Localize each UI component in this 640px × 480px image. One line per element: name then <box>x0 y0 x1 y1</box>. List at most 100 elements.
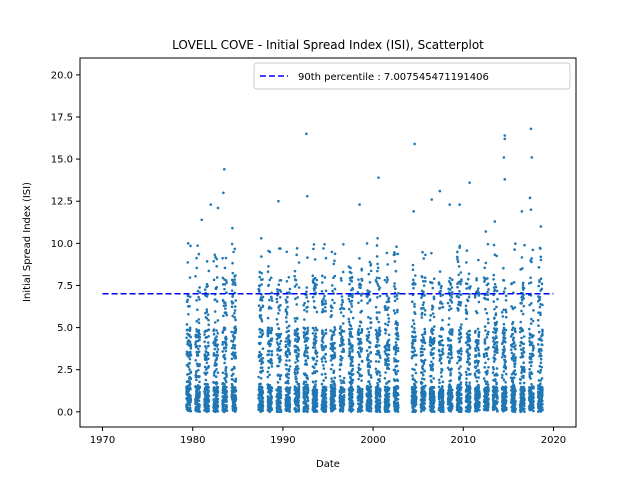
data-point <box>378 311 381 314</box>
data-point <box>278 377 282 381</box>
data-point <box>294 329 298 333</box>
data-point <box>349 342 352 345</box>
data-point <box>384 393 387 397</box>
data-point <box>503 361 507 364</box>
data-point <box>349 279 352 282</box>
data-point <box>332 382 336 386</box>
data-point <box>286 394 289 397</box>
data-point <box>259 331 262 334</box>
data-point <box>311 372 314 375</box>
data-point <box>285 396 289 400</box>
data-point <box>266 334 270 338</box>
data-point <box>313 346 317 349</box>
data-point <box>186 342 190 346</box>
data-point <box>501 408 505 411</box>
data-point <box>231 343 235 347</box>
data-point <box>232 345 235 349</box>
data-point <box>207 365 210 369</box>
data-point <box>233 312 236 315</box>
data-point <box>351 356 354 359</box>
data-point <box>295 380 298 383</box>
data-point <box>215 399 219 402</box>
data-point <box>504 294 508 298</box>
data-point <box>342 393 346 397</box>
data-point <box>504 298 508 302</box>
data-point <box>189 344 192 347</box>
data-point <box>449 332 452 335</box>
data-point <box>423 399 426 402</box>
data-point <box>304 359 308 362</box>
data-point <box>195 266 199 270</box>
data-point <box>459 282 462 286</box>
data-point <box>315 398 318 402</box>
data-point <box>320 281 324 284</box>
data-point <box>215 350 219 354</box>
data-point <box>502 338 505 342</box>
data-point <box>207 353 210 357</box>
data-point <box>347 371 351 374</box>
data-point <box>324 401 328 405</box>
data-point <box>492 378 495 382</box>
data-point <box>215 367 218 371</box>
data-point <box>394 395 398 399</box>
data-point <box>194 358 197 362</box>
data-point <box>331 298 334 302</box>
data-point <box>333 386 337 390</box>
data-point <box>502 370 506 373</box>
data-point <box>411 330 414 334</box>
data-point <box>420 316 424 319</box>
data-point <box>477 383 480 387</box>
data-point <box>455 402 459 406</box>
data-point <box>501 373 504 377</box>
data-point <box>224 367 228 370</box>
data-point <box>305 393 309 397</box>
data-point <box>232 335 235 338</box>
data-point <box>324 372 327 376</box>
data-point <box>288 353 292 356</box>
data-point <box>484 392 488 395</box>
data-point <box>487 365 490 369</box>
data-point <box>367 370 370 374</box>
data-point <box>279 358 282 362</box>
data-point <box>360 392 363 395</box>
data-point <box>458 349 461 352</box>
data-point <box>387 348 391 352</box>
data-point <box>259 306 263 310</box>
data-point <box>302 336 306 339</box>
data-point <box>441 405 445 409</box>
data-point <box>234 318 237 322</box>
data-point <box>504 310 508 314</box>
data-point <box>339 277 343 280</box>
data-point <box>495 341 499 344</box>
data-point <box>285 359 288 362</box>
data-point <box>320 289 324 293</box>
data-point <box>502 397 506 400</box>
data-point <box>467 354 471 357</box>
data-point <box>360 397 364 401</box>
data-point <box>223 283 227 286</box>
data-point <box>358 257 361 260</box>
data-point <box>203 371 206 375</box>
data-point <box>333 252 337 256</box>
data-point <box>196 383 200 387</box>
data-point <box>314 341 317 345</box>
data-point <box>468 363 471 366</box>
data-point <box>221 398 225 402</box>
data-point <box>459 392 463 396</box>
data-point <box>476 340 479 343</box>
data-point <box>495 320 499 324</box>
data-point <box>359 321 363 324</box>
data-point <box>477 300 481 304</box>
data-point <box>385 251 389 255</box>
data-point <box>332 371 335 374</box>
data-point <box>338 368 342 371</box>
data-point <box>414 363 418 366</box>
data-point <box>428 387 432 391</box>
data-point <box>431 364 434 368</box>
data-point <box>456 306 459 310</box>
data-point <box>225 390 228 393</box>
data-point <box>502 308 505 312</box>
data-point <box>492 360 496 363</box>
data-point <box>339 311 343 314</box>
data-point <box>411 405 415 409</box>
